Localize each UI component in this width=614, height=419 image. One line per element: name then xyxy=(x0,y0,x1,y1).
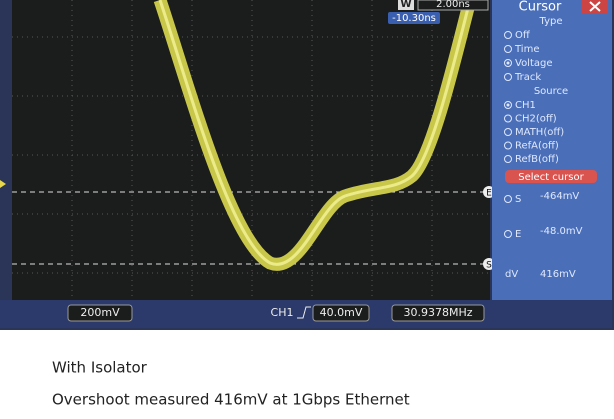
close-icon[interactable] xyxy=(589,1,601,12)
radio[interactable] xyxy=(504,45,512,53)
trigger-level: 40.0mV xyxy=(320,306,363,319)
source-heading: Source xyxy=(534,86,568,97)
type-option[interactable]: Track xyxy=(514,72,541,83)
radio[interactable] xyxy=(504,114,512,123)
readout-label: dV xyxy=(505,269,518,280)
waveform-core xyxy=(158,0,472,266)
type-option[interactable]: Time xyxy=(514,44,539,55)
readout-label: E xyxy=(515,229,521,240)
window-label: W xyxy=(400,0,411,10)
channel-marker xyxy=(0,180,6,188)
radio xyxy=(504,230,512,238)
readout-value: 416mV xyxy=(540,269,576,280)
trigger-offset: -10.30ns xyxy=(392,13,436,24)
scope-screen xyxy=(12,0,490,300)
source-option[interactable]: CH1 xyxy=(515,100,536,111)
source-option[interactable]: CH2(off) xyxy=(515,114,557,125)
grid xyxy=(12,0,490,300)
channel: CH1 xyxy=(271,306,294,319)
trigger-box xyxy=(312,304,370,322)
source-option[interactable]: MATH(off) xyxy=(515,127,564,138)
select-cursor-label[interactable]: Select cursor xyxy=(518,172,584,183)
frequency: 30.9378MHz xyxy=(403,306,472,319)
ch1-scale: 200mV xyxy=(80,306,120,319)
menu-title: Cursor xyxy=(519,0,562,15)
menu-panel xyxy=(492,0,612,300)
radio[interactable] xyxy=(504,31,512,39)
type-option[interactable]: Voltage xyxy=(515,58,553,69)
readout-value: -48.0mV xyxy=(540,226,583,237)
radio-dot[interactable] xyxy=(506,103,510,107)
radio[interactable] xyxy=(504,101,512,109)
cursor-s-label: S xyxy=(486,261,492,271)
radio[interactable] xyxy=(504,141,512,150)
type-option[interactable]: Off xyxy=(515,30,531,41)
readout-value: -464mV xyxy=(540,191,579,202)
edge-icon xyxy=(297,306,311,319)
window-box xyxy=(398,0,414,10)
timebase-box xyxy=(417,0,489,11)
frequency-box xyxy=(391,304,485,322)
cursor-lines xyxy=(12,191,486,265)
timebase: 2.00ns xyxy=(436,0,470,10)
cursor-e-label: E xyxy=(486,189,492,199)
radio[interactable] xyxy=(504,128,512,136)
radio xyxy=(504,195,512,203)
caption-title: With Isolator xyxy=(52,359,148,377)
select-cursor-button[interactable] xyxy=(505,170,597,183)
radio[interactable] xyxy=(504,59,512,67)
source-option[interactable]: RefB(off) xyxy=(515,154,559,165)
readout-label: S xyxy=(515,194,521,205)
type-heading: Type xyxy=(539,16,563,27)
scale-box xyxy=(67,304,133,322)
radio[interactable] xyxy=(504,73,512,81)
radio[interactable] xyxy=(504,155,512,163)
source-option[interactable]: RefA(off) xyxy=(515,141,559,152)
caption-text: Overshoot measured 416mV at 1Gbps Ethern… xyxy=(52,391,410,409)
radio-dot[interactable] xyxy=(506,61,510,65)
trigger-offset-box xyxy=(388,12,440,24)
